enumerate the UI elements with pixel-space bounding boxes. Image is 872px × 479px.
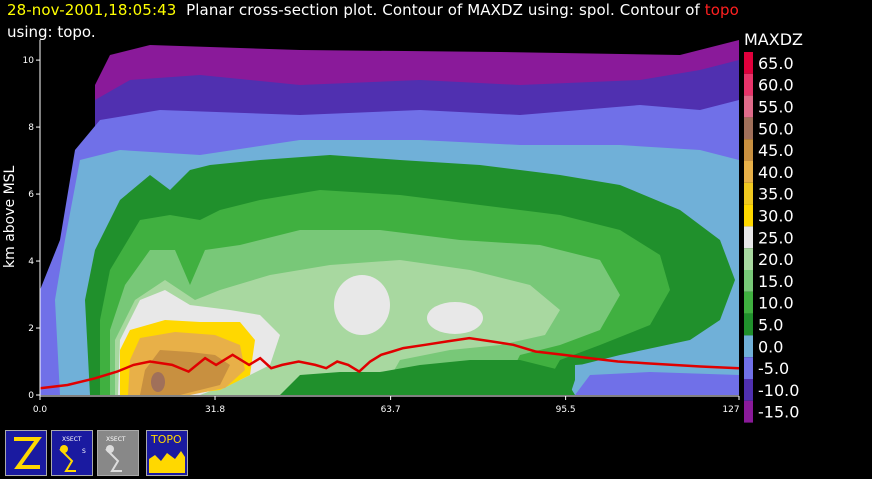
- colorbar-label: 65.0: [758, 54, 794, 73]
- x-tick-label: 31.8: [205, 405, 225, 415]
- plot-title-line1: 28-nov-2001,18:05:43 Planar cross-sectio…: [7, 1, 739, 19]
- colorbar-swatch: [744, 52, 753, 74]
- colorbar-label: 0.0: [758, 337, 783, 356]
- zoom-icon[interactable]: [5, 430, 47, 476]
- contour-band-surface-5: [280, 360, 575, 395]
- x-tick-label: 63.7: [381, 405, 401, 415]
- x-ticks: 0.0 31.8 63.7 95.5 127: [33, 396, 740, 415]
- y-tick-label: 2: [28, 324, 34, 334]
- reflectivity-contours: [40, 40, 739, 395]
- colorbar-swatch: [744, 117, 753, 140]
- y-tick-label: 6: [28, 190, 34, 200]
- colorbar-label: 10.0: [758, 294, 794, 313]
- contour-band-25-c: [427, 302, 483, 334]
- colorbar-swatch: [744, 139, 753, 161]
- topo-label: TOPO: [150, 433, 182, 446]
- y-tick-label: 0: [28, 391, 34, 401]
- colorbar-swatch: [744, 313, 753, 336]
- colorbar-swatch: [744, 335, 753, 358]
- colorbar-label: 60.0: [758, 76, 794, 95]
- colorbar-swatch: [744, 95, 753, 118]
- x-tick-label: 95.5: [556, 405, 576, 415]
- colorbar-swatch: [744, 161, 753, 183]
- colorbar-swatch: [744, 248, 753, 270]
- contour-band-50: [151, 372, 165, 392]
- colorbar-label: -10.0: [758, 381, 799, 400]
- plot-title-line2: using: topo.: [7, 23, 96, 41]
- colorbar-swatch: [744, 226, 753, 249]
- colorbar-swatch: [744, 182, 753, 205]
- legend-title: MAXDZ: [744, 30, 803, 49]
- topo-icon[interactable]: TOPO: [146, 430, 188, 476]
- colorbar-swatch: [744, 73, 753, 96]
- colorbar-label: 25.0: [758, 228, 794, 247]
- colorbar-swatch: [744, 270, 753, 292]
- colorbar-label: -5.0: [758, 359, 789, 378]
- colorbar-swatch: [744, 204, 753, 227]
- xsect-label-grey: XSECT: [106, 436, 126, 443]
- colorbar-label: 55.0: [758, 98, 794, 117]
- colorbar-label: 15.0: [758, 272, 794, 291]
- colorbar: 65.0 60.0 55.0 50.0 45.0 40.0 35.0 30.0 25.0 20.0…: [744, 52, 799, 423]
- timestamp: 28-nov-2001,18:05:43: [7, 1, 177, 19]
- x-tick-label: 127: [722, 405, 739, 415]
- xsect-label: XSECT: [62, 436, 82, 443]
- title-topo-word: topo: [704, 1, 739, 19]
- colorbar-swatch: [744, 291, 753, 314]
- contour-band-25-b: [334, 275, 390, 335]
- colorbar-label: 35.0: [758, 185, 794, 204]
- topo-line: [40, 336, 739, 390]
- colorbar-swatch: [744, 357, 753, 379]
- y-ticks: 0 2 4 6 8 10: [23, 56, 40, 401]
- y-tick-label: 10: [23, 56, 35, 66]
- y-tick-label: 4: [28, 257, 34, 267]
- colorbar-label: 40.0: [758, 163, 794, 182]
- title-main: Planar cross-section plot. Contour of MA…: [186, 1, 705, 19]
- colorbar-label: 45.0: [758, 141, 794, 160]
- xsect-spol-grey-icon[interactable]: XSECT: [97, 430, 139, 476]
- y-tick-label: 8: [28, 123, 34, 133]
- colorbar-swatch: [744, 379, 753, 401]
- spol-label: S: [82, 448, 86, 455]
- colorbar-label: -15.0: [758, 403, 799, 422]
- x-tick-label: 0.0: [33, 405, 48, 415]
- colorbar-swatch: [744, 400, 753, 423]
- colorbar-label: 20.0: [758, 250, 794, 269]
- colorbar-label: 50.0: [758, 119, 794, 138]
- colorbar-label: 30.0: [758, 207, 794, 226]
- xsect-spol-icon[interactable]: XSECT S: [51, 430, 93, 476]
- colorbar-label: 5.0: [758, 316, 783, 335]
- contour-band-surface--5: [575, 372, 739, 395]
